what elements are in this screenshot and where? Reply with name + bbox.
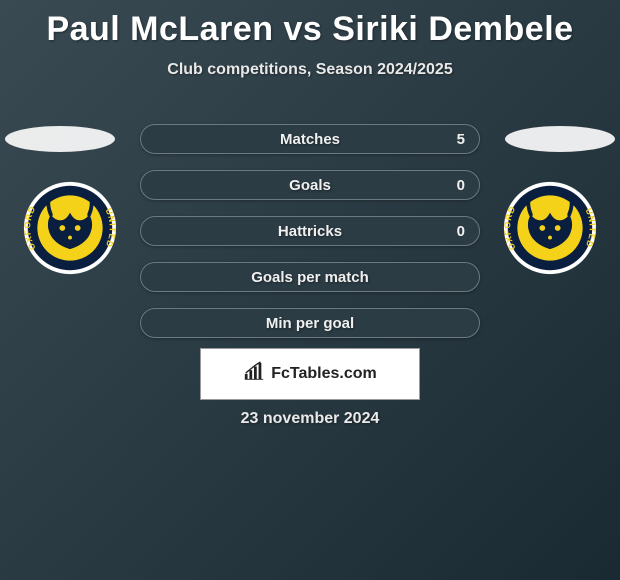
stat-value-right: 0 [457,177,465,194]
stat-row-goals-per-match: Goals per match [140,262,480,292]
stat-row-matches: Matches 5 [140,124,480,154]
player-right-shadow [505,126,615,152]
stat-row-hattricks: Hattricks 0 [140,216,480,246]
stat-label: Matches [280,131,340,148]
stat-value-right: 5 [457,131,465,148]
player-left-shadow [5,126,115,152]
stats-list: Matches 5 Goals 0 Hattricks 0 Goals per … [140,124,480,354]
fctables-label: FcTables.com [271,365,377,383]
fctables-branding[interactable]: FcTables.com [200,348,420,400]
stat-label: Goals [289,177,331,194]
date-label: 23 november 2024 [0,410,620,428]
stat-value-right: 0 [457,223,465,240]
club-logo-right: OXFORD UNITED [502,180,598,276]
club-logo-left: OXFORD UNITED [22,180,118,276]
stat-row-min-per-goal: Min per goal [140,308,480,338]
page-title: Paul McLaren vs Siriki Dembele [0,0,620,49]
subtitle: Club competitions, Season 2024/2025 [0,61,620,79]
bar-chart-icon [243,361,265,388]
stat-label: Goals per match [251,269,369,286]
stat-label: Min per goal [266,315,354,332]
stat-label: Hattricks [278,223,342,240]
stat-row-goals: Goals 0 [140,170,480,200]
